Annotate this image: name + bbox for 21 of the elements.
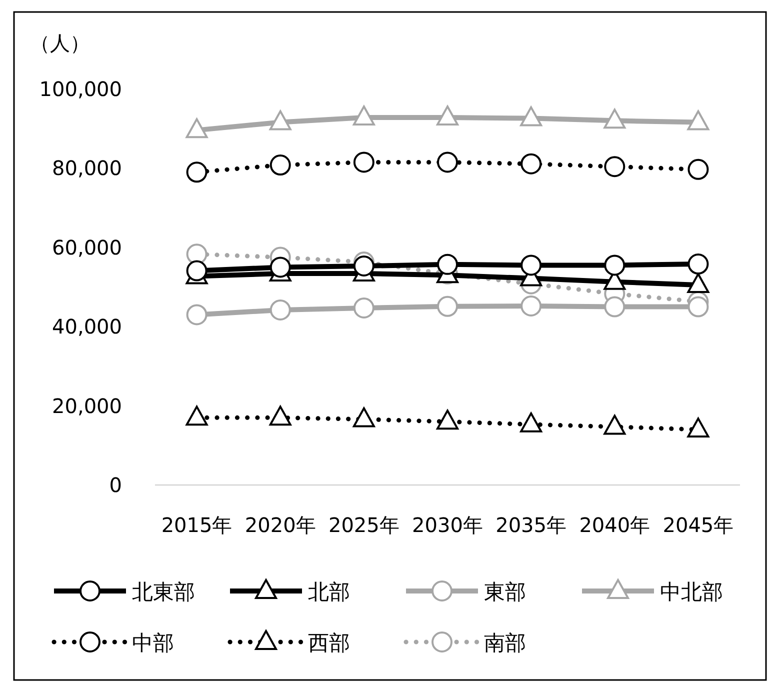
y-tick-label: 80,000 [52,156,122,180]
legend-label: 中北部 [660,580,723,604]
legend-label: 東部 [484,580,526,604]
legend-label: 北東部 [132,580,195,604]
x-tick-label: 2030年 [412,513,483,537]
y-axis-title: （人） [30,31,90,55]
x-tick-label: 2020年 [244,513,316,537]
x-tick-label: 2045年 [662,513,734,537]
x-tick-label: 2015年 [161,513,232,537]
x-tick-label: 2025年 [328,513,400,537]
y-tick-label: 20,000 [52,394,122,418]
y-tick-label: 40,000 [52,314,122,339]
legend-label: 北部 [308,580,350,604]
y-tick-label: 60,000 [52,235,122,260]
legend-label: 中部 [132,631,174,655]
legend-label: 西部 [308,631,350,655]
legend-label: 南部 [484,631,526,655]
y-tick-label: 0 [109,473,122,497]
x-tick-label: 2040年 [579,513,650,537]
y-tick-label: 100,000 [39,77,122,101]
x-tick-label: 2035年 [496,513,567,537]
